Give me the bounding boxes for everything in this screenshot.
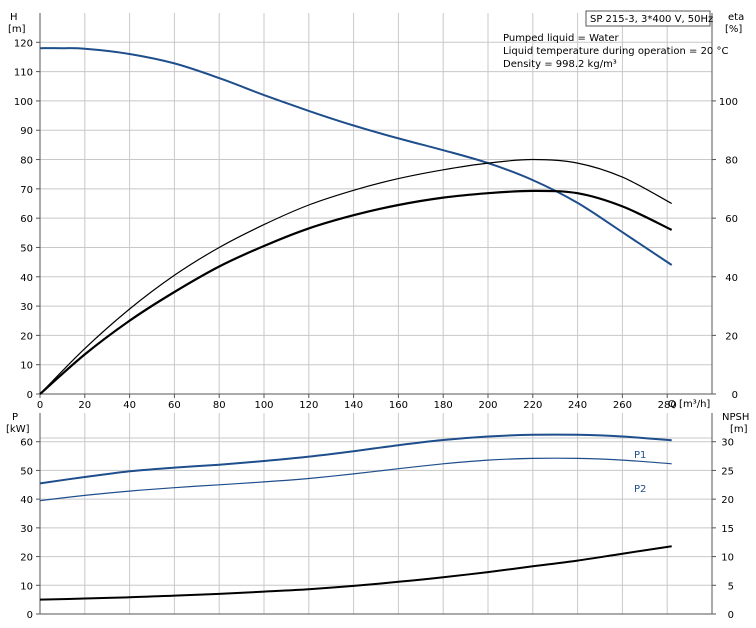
- bottom-left-tick-label: 20: [20, 553, 33, 564]
- bottom-right-axis-label: NPSH: [722, 412, 749, 423]
- x-tick-label: 240: [568, 400, 587, 411]
- bottom-right-tick-label: 5: [728, 581, 734, 592]
- bottom-left-tick-label: 10: [20, 581, 33, 592]
- x-tick-label: 280: [658, 400, 677, 411]
- info-line-liquid: Pumped liquid = Water: [503, 33, 620, 44]
- top-left-axis-label: H: [10, 12, 18, 23]
- x-axis-label: Q [m³/h]: [668, 399, 710, 410]
- x-tick-label: 180: [434, 400, 453, 411]
- x-tick-label: 160: [389, 400, 408, 411]
- x-tick-label: 200: [478, 400, 497, 411]
- x-tick-label: 140: [344, 400, 363, 411]
- info-line-density: Density = 998.2 kg/m³: [503, 59, 617, 70]
- top-left-tick-label: 10: [20, 361, 33, 372]
- x-tick-label: 120: [299, 400, 318, 411]
- top-right-tick-label: 60: [725, 214, 738, 225]
- top-left-tick-label: 70: [20, 185, 33, 196]
- bottom-right-tick-label: 20: [721, 495, 734, 506]
- top-left-axis-unit: [m]: [8, 24, 26, 35]
- top-right-tick-label: 80: [725, 156, 738, 167]
- series-line-npsh: [39, 545, 672, 601]
- series-line-P1: [39, 433, 672, 485]
- top-left-tick-label: 120: [14, 38, 33, 49]
- top-right-tick-label: 40: [725, 273, 738, 284]
- top-left-tick-label: 110: [14, 68, 33, 79]
- bottom-right-tick-label: 0: [728, 610, 734, 621]
- series-label-p1: P1: [634, 450, 646, 461]
- bottom-right-tick-label: 25: [721, 466, 734, 477]
- top-right-axis-unit: [%]: [725, 24, 742, 35]
- top-left-tick-label: 100: [14, 97, 33, 108]
- bottom-left-tick-label: 50: [20, 466, 33, 477]
- x-tick-label: 260: [613, 400, 632, 411]
- top-left-tick-label: 80: [20, 156, 33, 167]
- bottom-right-tick-label: 10: [721, 553, 734, 564]
- top-right-tick-label: 100: [719, 97, 738, 108]
- series-line-efficiency-lower: [39, 189, 673, 395]
- bottom-left-axis-unit: [kW]: [6, 424, 30, 435]
- series-line-efficiency-upper: [39, 158, 672, 395]
- bottom-left-tick-label: 30: [20, 524, 33, 535]
- x-tick-label: 0: [37, 400, 43, 411]
- model-label: SP 215-3, 3*400 V, 50Hz: [590, 14, 713, 25]
- top-right-tick-label: 0: [732, 390, 738, 401]
- x-tick-label: 80: [213, 400, 226, 411]
- x-tick-label: 220: [523, 400, 542, 411]
- top-left-tick-label: 30: [20, 302, 33, 313]
- info-line-temperature: Liquid temperature during operation = 20…: [503, 46, 728, 57]
- top-left-tick-label: 60: [20, 214, 33, 225]
- bottom-right-axis-unit: [m]: [730, 424, 748, 435]
- bottom-left-axis-label: P: [12, 412, 18, 423]
- x-tick-label: 60: [168, 400, 181, 411]
- x-tick-label: 100: [254, 400, 273, 411]
- top-right-axis-label: eta: [728, 12, 744, 23]
- bottom-left-tick-label: 60: [20, 438, 33, 449]
- model-label-box: [585, 10, 711, 27]
- top-right-tick-label: 20: [725, 331, 738, 342]
- x-tick-label: 40: [123, 400, 136, 411]
- top-left-tick-label: 90: [20, 126, 33, 137]
- top-left-tick-label: 20: [20, 331, 33, 342]
- top-left-tick-label: 40: [20, 273, 33, 284]
- series-label-p2: P2: [634, 484, 646, 495]
- top-left-tick-label: 0: [27, 390, 33, 401]
- series-line-head: [39, 47, 673, 266]
- bottom-left-tick-label: 0: [27, 610, 33, 621]
- top-left-tick-label: 50: [20, 243, 33, 254]
- series-line-P2: [39, 457, 672, 502]
- bottom-right-tick-label: 15: [721, 524, 734, 535]
- x-tick-label: 20: [78, 400, 91, 411]
- bottom-right-tick-label: 30: [721, 438, 734, 449]
- bottom-left-tick-label: 40: [20, 495, 33, 506]
